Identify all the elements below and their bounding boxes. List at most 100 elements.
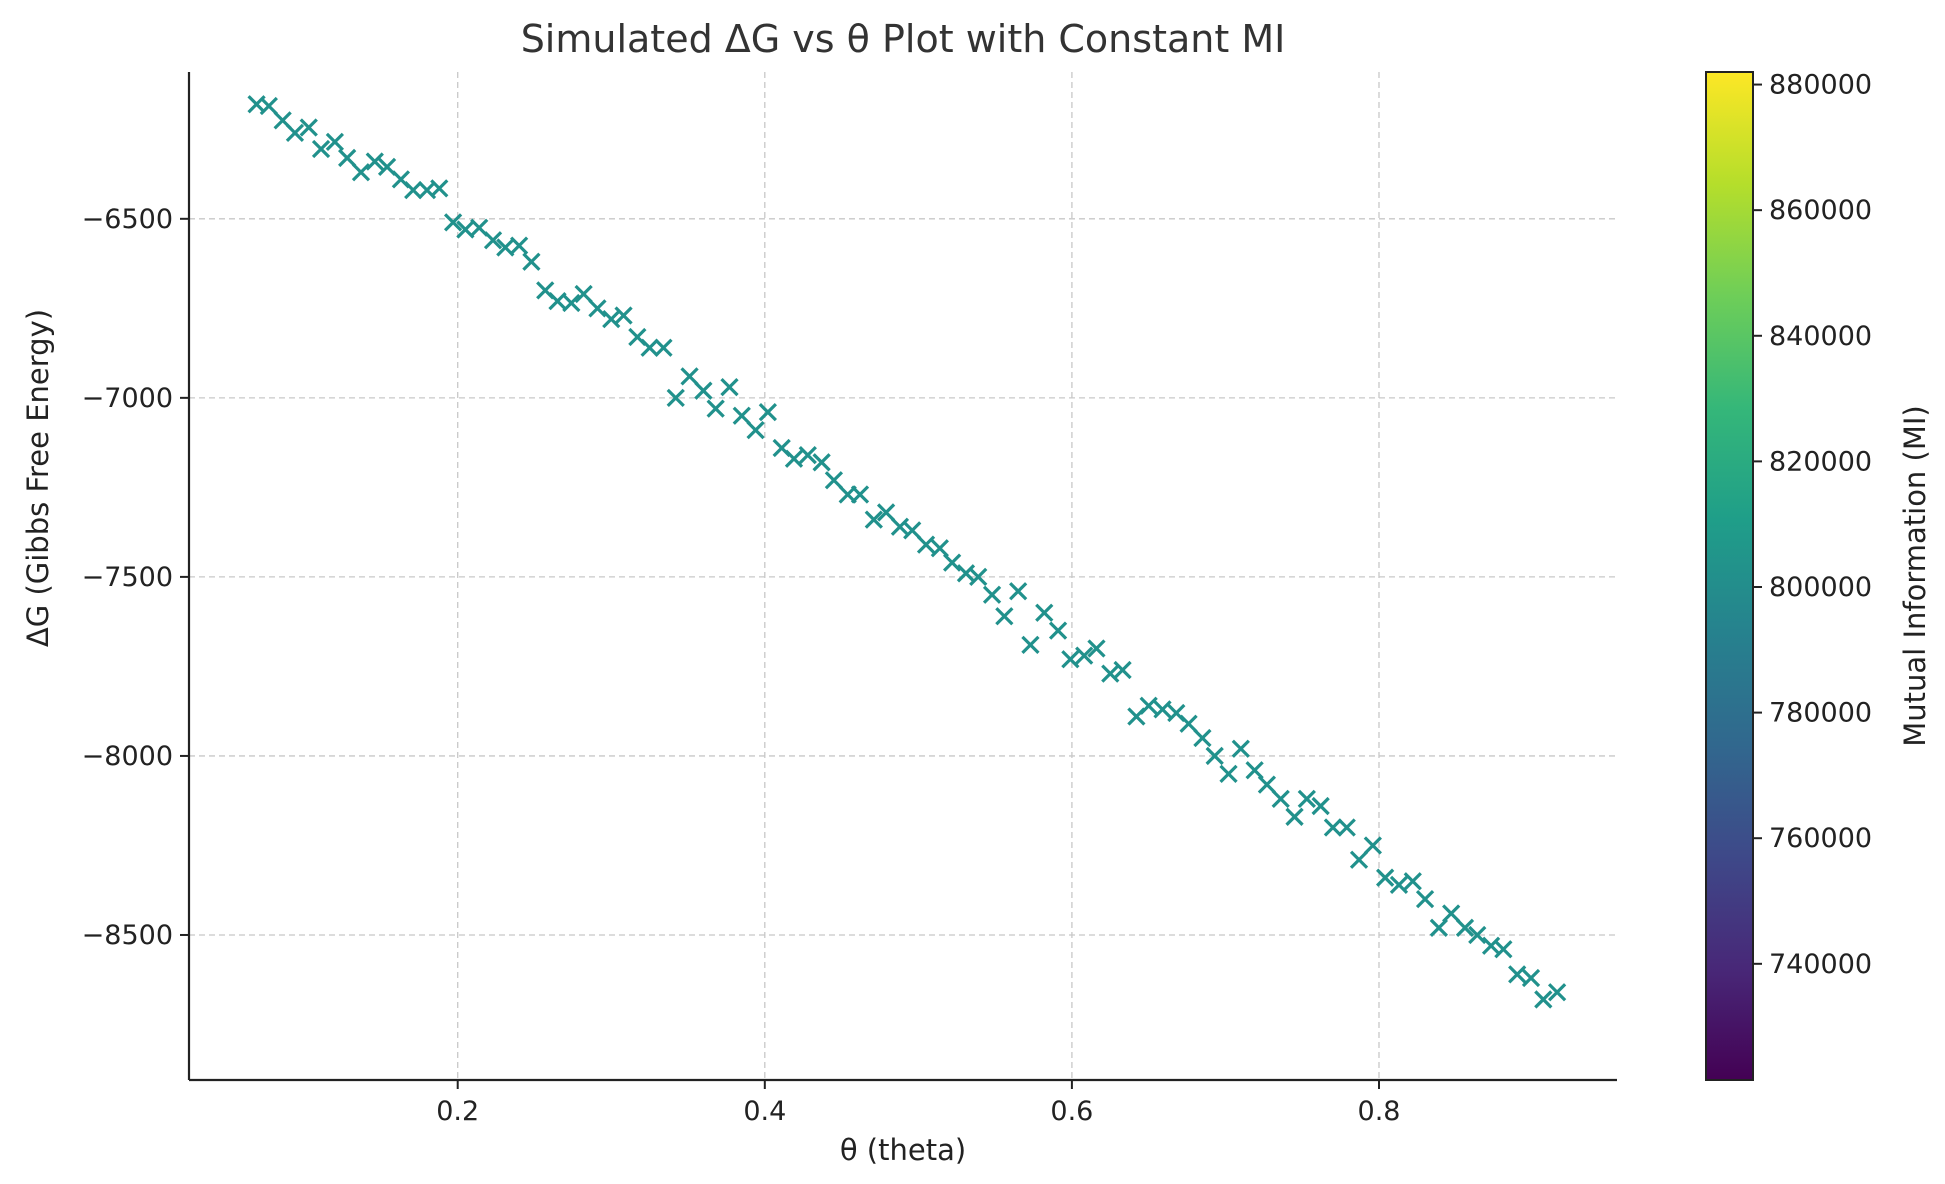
scatter-point: [746, 420, 765, 440]
y-tick-label: −7500: [82, 562, 173, 593]
scatter-point: [706, 399, 725, 418]
colorbar-tick-label: 860000: [1769, 195, 1872, 226]
scatter-point: [1139, 696, 1158, 715]
scatter-point: [1297, 789, 1316, 809]
scatter-point: [903, 521, 922, 540]
scatter-point: [1179, 714, 1198, 733]
scatter-point: [850, 485, 870, 504]
scatter-point: [982, 585, 1002, 604]
scatter-point: [1494, 940, 1513, 959]
x-ticks: 0.2 0.4 0.6 0.8: [436, 1080, 1400, 1127]
scatter-point: [614, 306, 633, 325]
scatter-point: [1481, 936, 1501, 955]
scatter-point: [1363, 836, 1382, 855]
scatter-point: [1349, 850, 1369, 869]
scatter-point: [1311, 796, 1330, 816]
scatter-point: [1442, 904, 1461, 923]
colorbar-label: Mutual Information (MI): [1898, 405, 1932, 747]
scatter-point: [876, 503, 896, 522]
scatter-point: [732, 406, 751, 425]
scatter-point: [562, 293, 581, 313]
scatter-point: [325, 132, 345, 151]
scatter-point: [483, 231, 503, 250]
scatter-point: [1389, 875, 1409, 894]
colorbar: [1705, 71, 1754, 1081]
y-tick-label: −8000: [82, 741, 173, 772]
y-axis-label: ΔG (Gibbs Free Energy): [21, 309, 55, 647]
x-tick-label: 0.2: [436, 1096, 479, 1127]
scatter-point: [1257, 775, 1277, 794]
colorbar-tick-label: 780000: [1769, 698, 1872, 729]
scatter-point: [798, 446, 817, 465]
colorbar-ticks: 740000 760000 780000 800000 820000 840000 8600…: [1753, 70, 1872, 980]
scatter-point: [812, 453, 831, 472]
scatter-point: [1087, 639, 1106, 658]
scatter-point: [1285, 807, 1304, 826]
scatter-point: [640, 338, 659, 357]
colorbar-tick-label: 740000: [1769, 949, 1872, 980]
y-tick-label: −7000: [82, 383, 173, 414]
scatter-point: [654, 338, 673, 357]
scatter-point: [1547, 983, 1567, 1002]
scatter-point: [311, 139, 331, 159]
scatter-point: [1337, 818, 1356, 837]
x-axis-label: θ (theta): [840, 1133, 966, 1167]
scatter-points: [247, 95, 1567, 1009]
scatter-point: [916, 535, 936, 554]
scatter-point: [680, 367, 699, 386]
scatter-point: [1075, 646, 1094, 665]
scatter-point: [995, 607, 1014, 626]
scatter-point: [1415, 890, 1435, 909]
scatter-point: [890, 517, 910, 536]
scatter-point: [602, 309, 621, 329]
y-tick-label: −8500: [82, 920, 173, 951]
grid-layer: [189, 72, 1617, 1080]
x-tick-label: 0.8: [1358, 1096, 1401, 1127]
scatter-point: [1035, 603, 1054, 622]
scatter-point: [1205, 746, 1224, 766]
chart-title: Simulated ΔG vs θ Plot with Constant MI: [521, 17, 1286, 61]
x-tick-label: 0.6: [1050, 1096, 1093, 1127]
scatter-point: [351, 163, 371, 182]
scatter-point: [1521, 968, 1541, 988]
scatter-point: [1009, 582, 1028, 601]
scatter-point: [956, 564, 976, 583]
colorbar-tick-label: 820000: [1769, 446, 1872, 477]
scatter-point: [285, 123, 305, 143]
y-ticks: −6500 −7000 −7500 −8000 −8500: [82, 204, 189, 951]
scatter-point: [1508, 965, 1527, 984]
scatter-point: [1113, 660, 1132, 680]
scatter-point: [1231, 739, 1250, 758]
scatter-point: [666, 388, 685, 407]
scatter-point: [1219, 764, 1238, 783]
scatter-point: [404, 181, 423, 200]
scatter-point: [338, 148, 357, 168]
scatter-point: [694, 381, 713, 400]
colorbar-tick-label: 880000: [1769, 70, 1872, 101]
colorbar-tick-label: 760000: [1769, 823, 1872, 854]
scatter-point: [588, 299, 607, 318]
y-tick-label: −6500: [82, 204, 173, 235]
scatter-point: [969, 567, 988, 587]
scatter-point: [1193, 728, 1212, 748]
scatter-point: [1153, 700, 1172, 719]
scatter-point: [259, 96, 278, 116]
scatter-point: [1271, 789, 1290, 809]
scatter-point: [1376, 868, 1395, 887]
scatter-point: [1455, 918, 1475, 937]
scatter-point: [443, 213, 463, 232]
scatter-point: [509, 236, 529, 255]
scatter-point: [1061, 650, 1080, 669]
scatter-point: [758, 403, 778, 422]
scatter-point: [1323, 818, 1343, 837]
scatter-point: [1021, 635, 1040, 655]
scatter-point: [720, 377, 739, 397]
scatter-point: [1534, 990, 1553, 1009]
scatter-point: [574, 284, 593, 304]
scatter-point: [943, 553, 962, 572]
scatter-point: [365, 152, 384, 171]
scatter-point: [1403, 872, 1422, 891]
scatter-point: [299, 118, 318, 137]
